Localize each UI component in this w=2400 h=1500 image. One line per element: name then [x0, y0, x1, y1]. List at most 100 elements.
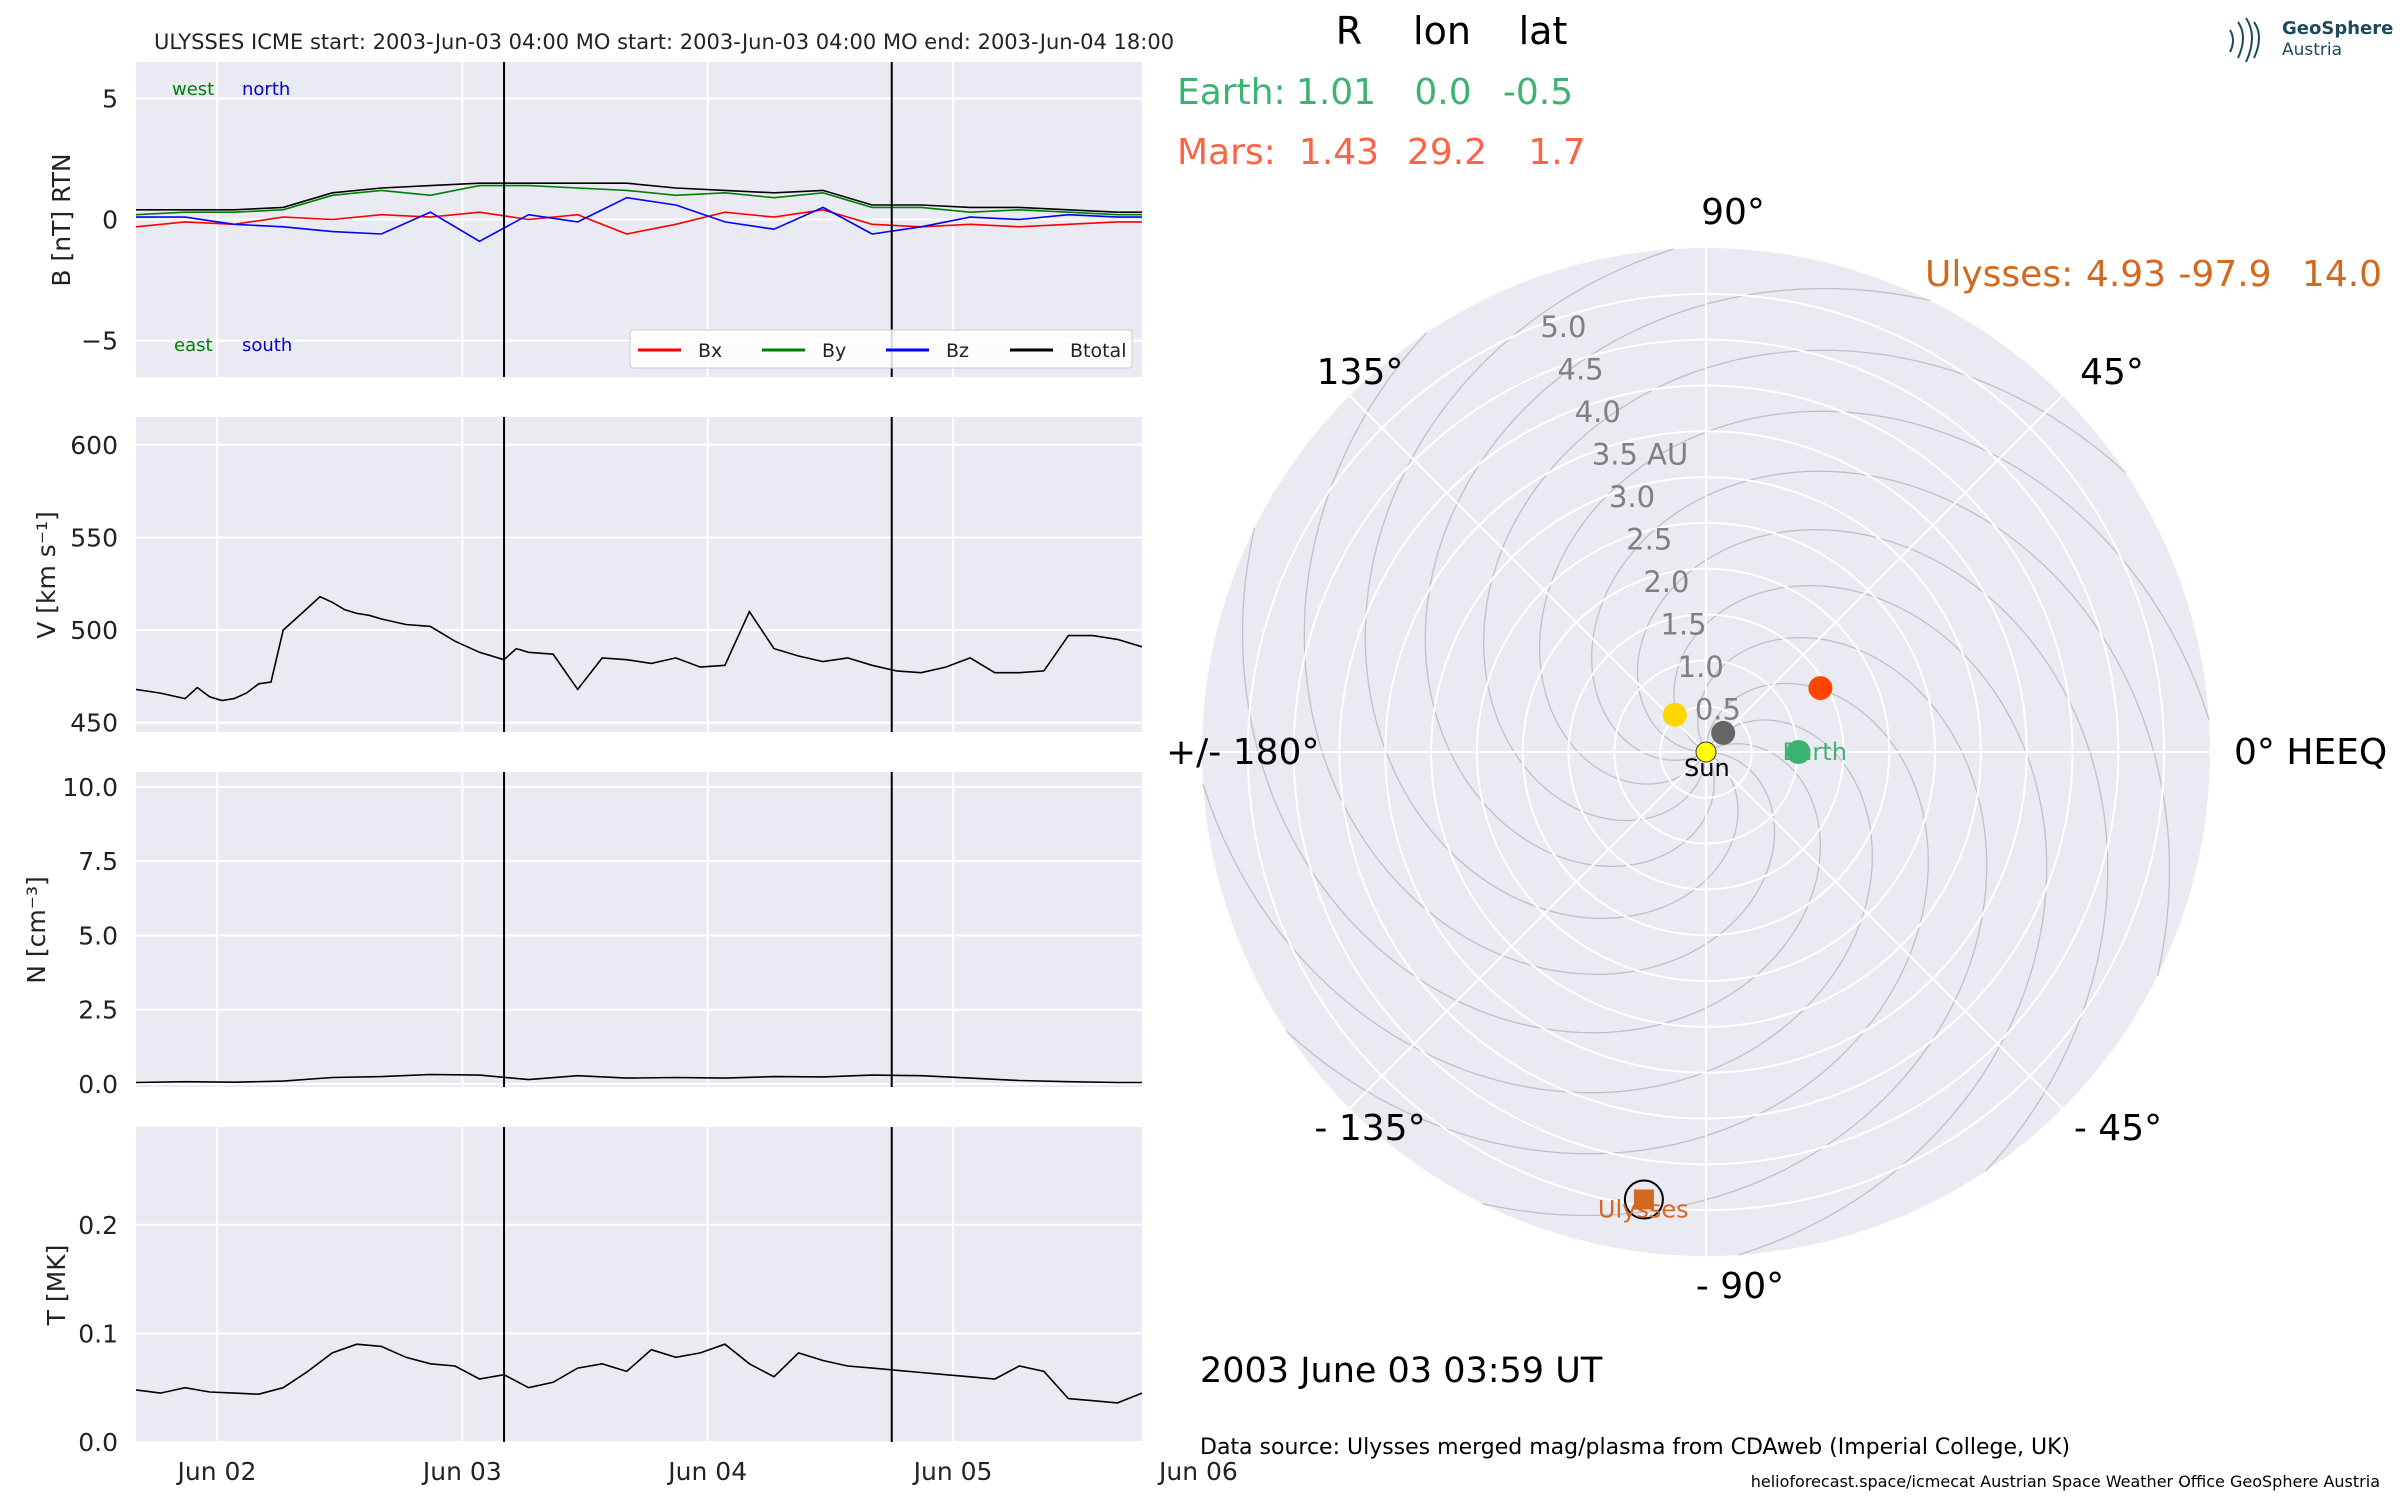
radial-tick-label: 2.0 — [1643, 565, 1689, 599]
spiral-line — [1483, 349, 2126, 822]
footer: helioforecast.space/icmecat Austrian Spa… — [1751, 1472, 2380, 1491]
series-line-btotal — [136, 182, 1142, 213]
annotation-east: east — [174, 335, 213, 356]
radial-tick-label: 1.5 — [1661, 608, 1707, 642]
series-line-data — [135, 1343, 1143, 1404]
spiral-line — [1636, 529, 2109, 1172]
angle-spoke — [1348, 394, 1707, 753]
ylabel-b: B [nT] RTN — [47, 153, 76, 286]
panel-speed — [135, 417, 1143, 732]
radial-tick-label: 0.5 — [1695, 693, 1741, 727]
earth-label: Earth — [1783, 738, 1847, 766]
legend-bx: Bx — [698, 340, 722, 362]
body-5-marker — [1711, 720, 1736, 745]
earth-marker — [1786, 740, 1811, 764]
mars-row-lon: 29.2 — [1407, 132, 1487, 173]
y-tick-label: 5 — [102, 84, 118, 113]
series-line-data — [135, 1073, 1142, 1084]
y-tick-label: −5 — [81, 327, 118, 356]
radial-tick-label: 4.5 — [1558, 353, 1604, 387]
annotation-south: south — [242, 335, 292, 356]
y-tick-label: 600 — [70, 431, 118, 460]
angle-label-m45: - 45° — [2074, 1108, 2162, 1149]
spiral-line — [1482, 637, 1988, 1217]
sun-label: Sun — [1684, 754, 1730, 782]
ulysses-row-label: Ulysses: — [1925, 254, 2073, 295]
radial-tick-label: 5.0 — [1540, 310, 1586, 344]
legend-bz: Bz — [946, 340, 969, 362]
y-tick-label: 0.0 — [78, 1428, 118, 1457]
spiral-line — [1303, 332, 1776, 975]
angle-spoke — [1348, 751, 1707, 1110]
angle-spoke — [1705, 751, 2064, 1110]
mars-row-label: Mars: — [1177, 132, 1276, 173]
series-line-bz — [136, 196, 1142, 243]
logo-swirl-icon — [2229, 17, 2260, 63]
series-line-bx — [135, 208, 1142, 235]
spiral-line — [1673, 584, 2048, 1256]
annotation-north: north — [242, 79, 290, 100]
x-tick-label: Jun 03 — [421, 1457, 502, 1486]
angle-spoke — [1705, 394, 2064, 753]
mars-row-lat: 1.7 — [1528, 132, 1585, 173]
mars-row-r: 1.43 — [1299, 132, 1379, 173]
y-tick-label: 2.5 — [78, 996, 118, 1025]
series-line-by — [135, 184, 1142, 216]
body-4-marker — [1662, 702, 1687, 727]
x-tick-label: Jun 05 — [912, 1457, 993, 1486]
radial-tick-label: 3.5 AU — [1592, 438, 1688, 472]
angle-label-90: 90° — [1701, 192, 1765, 233]
y-tick-label: 500 — [70, 616, 118, 645]
angle-label-m135: - 135° — [1314, 1108, 1425, 1149]
legend-b: Bx By Bz Btotal — [629, 329, 1133, 369]
angle-label-180: +/- 180° — [1166, 732, 1319, 773]
radial-tick-label: 2.5 — [1626, 523, 1672, 557]
x-tick-label: Jun 04 — [666, 1457, 747, 1486]
y-tick-label: 450 — [70, 709, 118, 738]
spiral-line — [1241, 528, 1821, 1034]
panel-temperature — [135, 1127, 1143, 1443]
ylabel-n: N [cm⁻³] — [22, 876, 51, 983]
legend-by: By — [822, 340, 846, 362]
annotation-west: west — [172, 79, 214, 100]
legend-box — [629, 329, 1133, 369]
radial-tick-label: 1.0 — [1678, 650, 1724, 684]
earth-row-lat: -0.5 — [1503, 72, 1573, 113]
ulysses-marker — [1633, 1189, 1654, 1210]
ulysses-row-lon: -97.9 — [2178, 254, 2271, 295]
spiral-line — [1364, 248, 1739, 920]
panel-magnetic-field — [135, 62, 1142, 377]
table-header-r: R — [1336, 9, 1362, 53]
sun-marker — [1695, 741, 1717, 763]
panel-v-background — [136, 417, 1142, 732]
logo-line1: GeoSphere — [2282, 18, 2393, 39]
spiral-line — [1202, 719, 1874, 1094]
logo-line2: Austria — [2282, 40, 2342, 60]
angle-label-45: 45° — [2080, 352, 2144, 393]
series-line-data — [135, 595, 1143, 702]
radial-tick-label: 4.0 — [1575, 395, 1621, 429]
ylabel-v: V [km s⁻¹] — [32, 511, 61, 639]
y-tick-label: 0 — [102, 206, 118, 235]
spiral-line — [1424, 287, 1930, 867]
legend-btotal: Btotal — [1070, 340, 1126, 362]
y-tick-label: 5.0 — [78, 921, 118, 950]
panel-t-background — [136, 1127, 1142, 1442]
y-tick-label: 0.1 — [78, 1319, 118, 1348]
x-tick-label: Jun 06 — [1157, 1457, 1238, 1486]
ulysses-row-r: 4.93 — [2086, 254, 2166, 295]
y-tick-label: 10.0 — [62, 773, 118, 802]
table-header-lat: lat — [1519, 9, 1568, 53]
ulysses-orbit-marker — [1623, 1179, 1664, 1220]
earth-row-lon: 0.0 — [1414, 72, 1471, 113]
panel-density — [135, 772, 1142, 1087]
y-tick-label: 550 — [70, 523, 118, 552]
panel-n-background — [136, 772, 1142, 1087]
timestamp: 2003 June 03 03:59 UT — [1200, 1351, 1603, 1391]
x-tick-label: Jun 02 — [176, 1457, 257, 1486]
ulysses-row-lat: 14.0 — [2302, 254, 2382, 295]
ulysses-label: Ulysses — [1598, 1195, 1689, 1223]
angle-label-0: 0° HEEQ — [2234, 732, 2387, 773]
y-tick-label: 0.0 — [78, 1070, 118, 1099]
